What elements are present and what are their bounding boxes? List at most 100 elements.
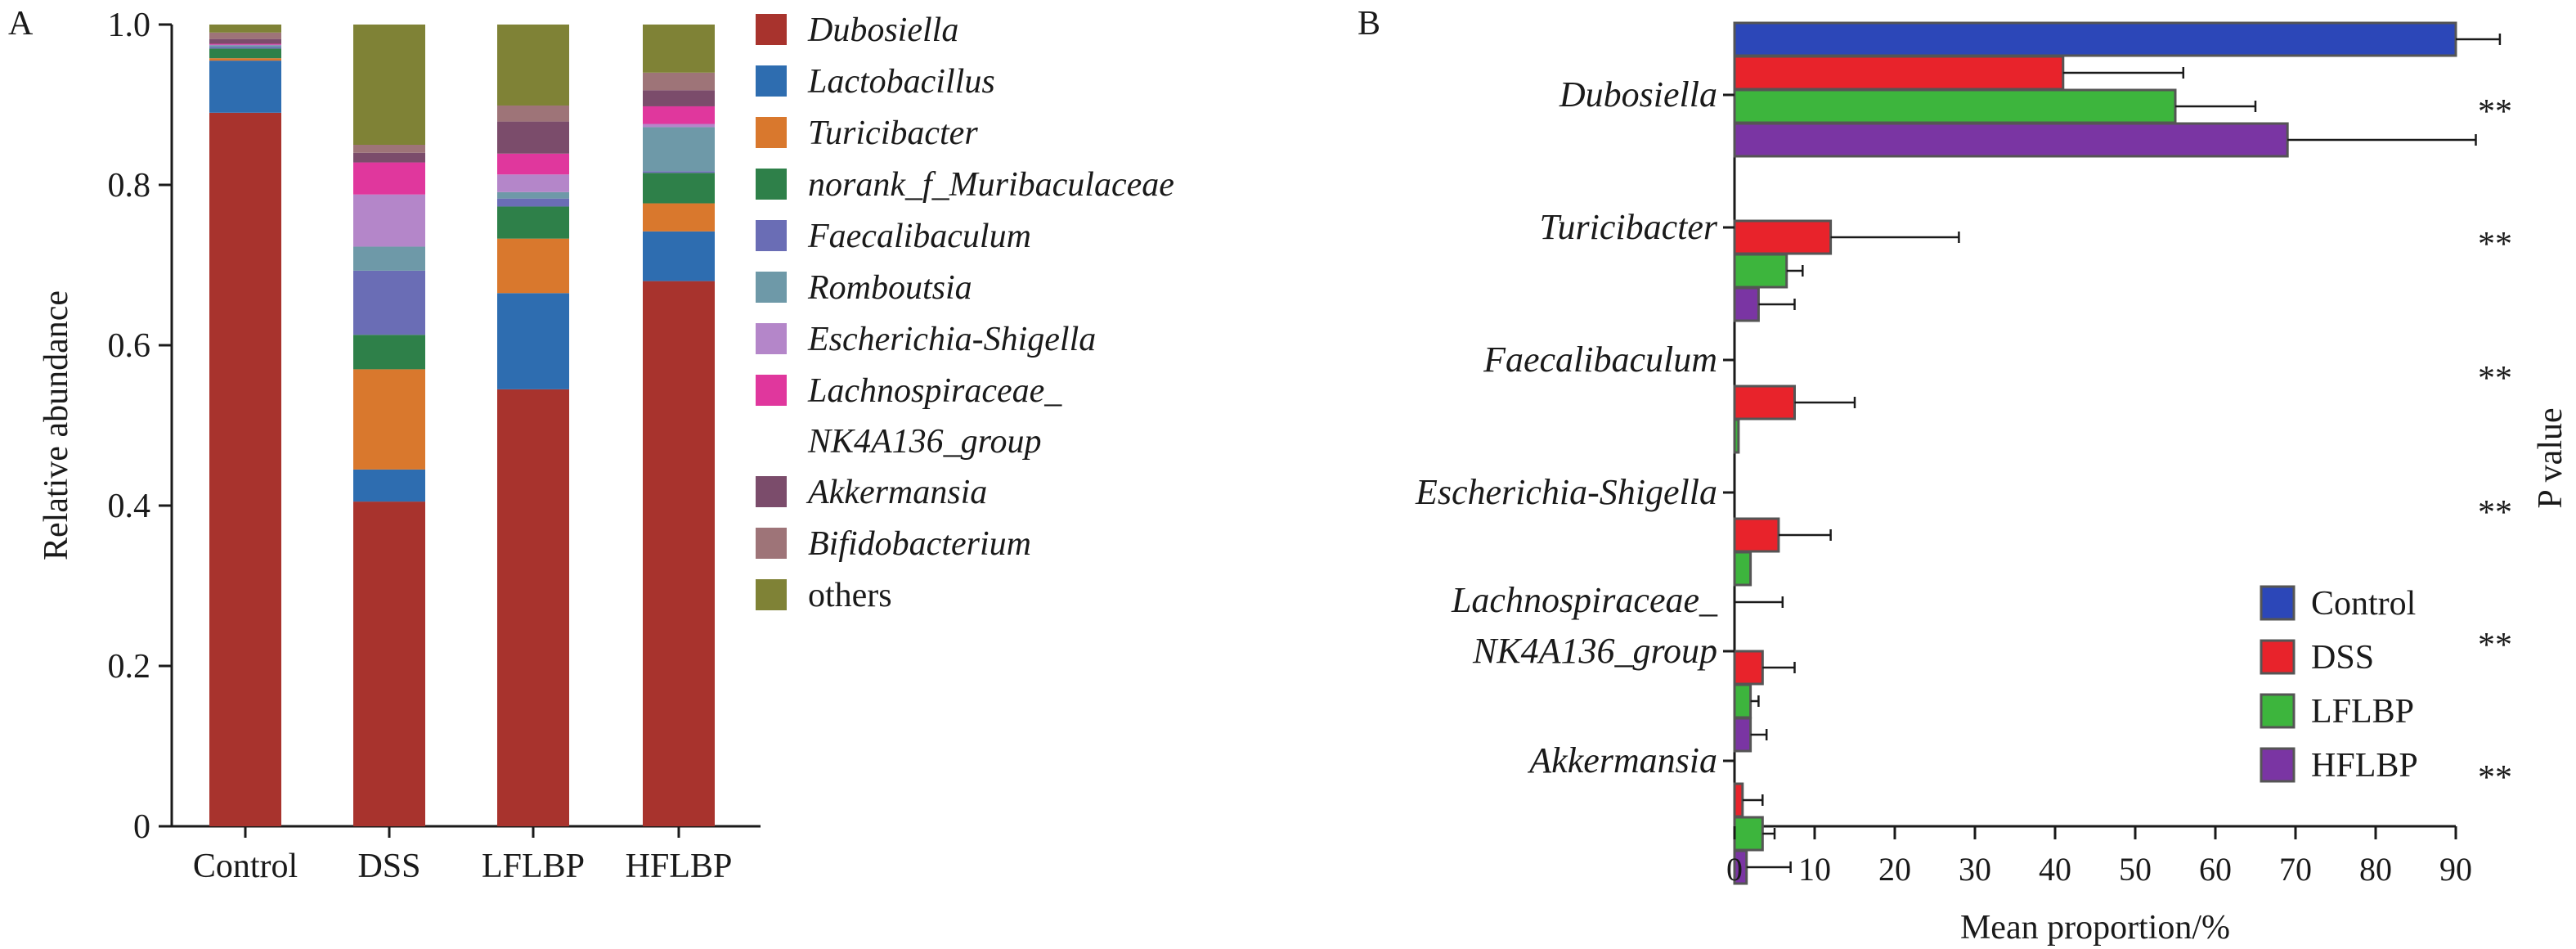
bar-segment-dss-turicibacter	[353, 369, 425, 470]
significance-marker-faecalibaculum: **	[2478, 360, 2512, 398]
legend-item-lactobacillus: Lactobacillus	[756, 63, 995, 101]
category-label-line: Dubosiella	[1559, 74, 1717, 115]
bar-segment-control-faecalibaculum	[209, 47, 281, 49]
panel-b-x-axis-label: Mean proportion/%	[1960, 909, 2230, 947]
legend-item-escherichia-shigella: Escherichia-Shigella	[756, 321, 1096, 358]
panel-b-x-tick-label: 90	[2439, 851, 2472, 888]
legend-item-lflbp: LFLBP	[2260, 693, 2414, 731]
legend-swatch	[756, 14, 787, 45]
bar-akkermansia-lflbp	[1733, 816, 1764, 852]
legend-swatch	[2260, 747, 2296, 783]
legend-label: Bifidobacterium	[808, 525, 1031, 563]
bar-segment-lflbp-lachnospiraceae-nk4a136-group	[497, 153, 569, 175]
bar-segment-dss-others	[353, 25, 425, 145]
bar-segment-hflbp-lactobacillus	[643, 231, 715, 281]
legend-label: Lachnospiraceae_	[807, 372, 1062, 410]
bar-segment-hflbp-turicibacter	[643, 203, 715, 232]
category-label-line: Akkermansia	[1527, 740, 1717, 780]
bar-segment-lflbp-turicibacter	[497, 238, 569, 294]
panel-b-x-tick-label: 50	[2119, 851, 2152, 888]
panel-b-p-value-label: P value	[2532, 407, 2569, 508]
bar-lachnospiraceae-nk4a136-group-lflbp	[1733, 683, 1752, 719]
bar-segment-control-escherichia-shigella	[209, 44, 281, 46]
panel-b-x-tick-label: 40	[2039, 851, 2071, 888]
legend-item-norank-f-muribaculaceae: norank_f_Muribaculaceae	[756, 166, 1174, 204]
bar-segment-control-bifidobacterium	[209, 32, 281, 39]
legend-swatch	[756, 117, 787, 148]
legend-item-turicibacter: Turicibacter	[756, 115, 978, 152]
bar-lachnospiraceae-nk4a136-group-dss	[1733, 650, 1764, 686]
bar-lachnospiraceae-nk4a136-group-hflbp	[1733, 717, 1752, 753]
bar-segment-hflbp-dubosiella	[643, 281, 715, 827]
panel-a-label: A	[8, 5, 34, 43]
legend-label: norank_f_Muribaculaceae	[808, 166, 1174, 204]
legend-swatch	[756, 528, 787, 559]
bar-segment-hflbp-faecalibaculum	[643, 171, 715, 173]
bar-segment-lflbp-lactobacillus	[497, 293, 569, 389]
category-label-turicibacter: Turicibacter	[1539, 207, 1735, 247]
bar-segment-dss-lactobacillus	[353, 469, 425, 502]
category-label-lachnospiraceae-nk4a136-group: Lachnospiraceae_ NK4A136_group	[1451, 580, 1735, 671]
legend-swatch	[756, 169, 787, 200]
bar-segment-lflbp-faecalibaculum	[497, 198, 569, 207]
bar-segment-hflbp-bifidobacterium	[643, 72, 715, 91]
bar-segment-lflbp-akkermansia	[497, 121, 569, 154]
legend-label: Dubosiella	[807, 11, 958, 49]
panel-a-y-tick-label: 0.8	[108, 167, 151, 205]
category-label-escherichia-shigella: Escherichia-Shigella	[1415, 472, 1735, 512]
legend-swatch	[756, 65, 787, 97]
bar-segment-control-akkermansia	[209, 38, 281, 44]
panel-a-x-tick-label-lflbp: LFLBP	[482, 848, 585, 885]
bar-segment-lflbp-others	[497, 25, 569, 106]
bar-segment-dss-bifidobacterium	[353, 145, 425, 153]
panel-a-y-axis-label: Relative abundance	[38, 290, 75, 560]
bar-segment-hflbp-others	[643, 25, 715, 73]
legend-item-faecalibaculum: Faecalibaculum	[756, 218, 1031, 255]
panel-b-x-tick-label: 60	[2199, 851, 2232, 888]
legend-label: HFLBP	[2311, 747, 2418, 785]
bar-segment-control-lactobacillus	[209, 61, 281, 113]
legend-swatch	[2260, 693, 2296, 729]
bar-segment-hflbp-norank-f-muribaculaceae	[643, 173, 715, 204]
panel-b-x-tick-label: 80	[2359, 851, 2392, 888]
panel-b-label: B	[1358, 5, 1380, 43]
legend-label: others	[808, 577, 892, 614]
panel-a-x-tick-label-hflbp: HFLBP	[626, 848, 733, 885]
legend-item-hflbp: HFLBP	[2260, 747, 2418, 785]
category-label-line: NK4A136_group	[1472, 631, 1717, 671]
bar-dubosiella-lflbp	[1733, 88, 2177, 124]
legend-item-akkermansia: Akkermansia	[756, 474, 987, 511]
legend-swatch	[756, 375, 787, 406]
significance-marker-lachnospiraceae-nk4a136-group: **	[2478, 627, 2512, 664]
legend-label: Turicibacter	[808, 115, 978, 152]
bar-segment-dss-akkermansia	[353, 152, 425, 163]
bar-escherichia-shigella-lflbp	[1733, 551, 1752, 587]
bar-segment-hflbp-lachnospiraceae-nk4a136-group	[643, 106, 715, 124]
bar-turicibacter-dss	[1733, 219, 1833, 255]
legend-swatch	[756, 323, 787, 354]
panel-b-x-tick-label: 10	[1798, 851, 1831, 888]
legend-swatch	[756, 220, 787, 251]
panel-a-y-tick-label: 0	[133, 808, 150, 846]
legend-item-dss: DSS	[2260, 639, 2374, 677]
significance-marker-turicibacter: **	[2478, 226, 2512, 263]
bar-escherichia-shigella-dss	[1733, 517, 1780, 553]
legend-label: LFLBP	[2311, 693, 2414, 731]
category-label-akkermansia: Akkermansia	[1527, 740, 1735, 780]
bar-dubosiella-control	[1733, 21, 2457, 57]
bar-segment-lflbp-escherichia-shigella	[497, 174, 569, 192]
category-label-line: Turicibacter	[1539, 207, 1717, 247]
panel-b-x-tick-label: 30	[1959, 851, 1991, 888]
panel-a-y-tick-label: 0.6	[108, 327, 151, 365]
category-label-dubosiella: Dubosiella	[1559, 74, 1735, 115]
panel-b-x-tick-label: 20	[1878, 851, 1911, 888]
panel-a-y-tick-label: 0.2	[108, 648, 151, 686]
bar-segment-dss-escherichia-shigella	[353, 194, 425, 247]
significance-marker-dubosiella: **	[2478, 93, 2512, 131]
bar-faecalibaculum-lflbp	[1733, 418, 1740, 454]
legend-label: Escherichia-Shigella	[807, 321, 1096, 358]
bar-segment-dss-faecalibaculum	[353, 270, 425, 335]
bar-turicibacter-hflbp	[1733, 286, 1760, 322]
bar-segment-dss-lachnospiraceae-nk4a136-group	[353, 162, 425, 195]
